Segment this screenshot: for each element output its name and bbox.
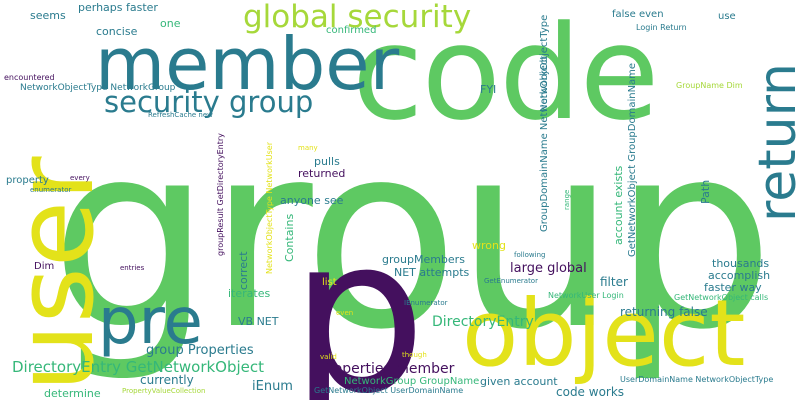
word-login-return: Login Return [636, 23, 687, 32]
word-group: group [50, 89, 775, 386]
word-large-global: large global [510, 261, 587, 276]
word-even: even [336, 309, 354, 317]
word-group-properties: group Properties [146, 343, 254, 358]
word-networkobjecttype-networkuser: NetworkObjectType NetworkUser [265, 141, 274, 274]
word-enumerator: enumerator [30, 186, 72, 194]
word-refreshcache-new: RefreshCache new [148, 111, 213, 119]
word-code-works: code works [556, 385, 625, 399]
word-object: object [462, 280, 746, 387]
word-wrong: wrong [472, 239, 506, 252]
word-networkobjecttype-networkgroup: NetworkObjectType NetworkGroup [20, 83, 176, 93]
word-return: return [748, 63, 800, 222]
word-filter: filter [600, 275, 628, 289]
word-every: every [70, 174, 90, 182]
word-property: property [6, 175, 49, 186]
word-returning-false: returning false [620, 305, 708, 319]
word-confirmed: confirmed [326, 25, 377, 36]
word-thousands: thousands [712, 257, 770, 270]
word-global-security: global security [243, 0, 472, 35]
word-returned: returned [298, 167, 346, 180]
word-properties-member: Properties member [320, 361, 455, 377]
word-account-exists: account exists [612, 165, 625, 245]
word-networkuser-login: NetworkUser Login [548, 291, 624, 300]
word-vb-net: VB NET [238, 315, 279, 328]
word-one: one [160, 17, 181, 30]
word-propertyvaluecollection: PropertyValueCollection [122, 387, 206, 395]
word-faster-way: faster way [704, 281, 762, 294]
word-userdomainname-networkobjecttype: UserDomainName NetworkObjectType [620, 375, 774, 384]
word-many: many [298, 144, 318, 152]
word-accomplish: accomplish [708, 269, 771, 282]
word-directoryentry-getnetworkobject: DirectoryEntry GetNetworkObject [12, 358, 265, 376]
word-false-even: false even [612, 9, 664, 20]
word-encountered: encountered [4, 73, 55, 82]
word-concise: concise [96, 25, 138, 38]
word-member: member [95, 22, 400, 106]
word-though: though [402, 351, 427, 359]
word-directoryentry: DirectoryEntry [432, 314, 534, 330]
word-anyone-see: anyone see [280, 194, 344, 207]
word-perhaps-faster: perhaps faster [78, 1, 158, 14]
word-path: Path [699, 179, 712, 204]
word-valid: valid [320, 353, 337, 361]
word-ienum: iEnum [252, 379, 293, 394]
word-getenumerator: GetEnumerator [484, 277, 538, 285]
word-networkobjecttype: NetworkObjectType [539, 14, 550, 112]
word-list: list [322, 277, 337, 288]
word-getnetworkobject-userdomainname: GetNetworkObject UserDomainName [314, 386, 464, 395]
word-contains: Contains [283, 213, 296, 262]
word-pre: pre [98, 285, 203, 359]
word-pulls: pulls [314, 155, 340, 168]
word-given-account: given account [480, 375, 558, 388]
word-groupresult-getdirectoryentry: groupResult GetDirectoryEntry [216, 133, 225, 256]
word-iterates: iterates [228, 287, 271, 300]
word-networkgroup-groupname: NetworkGroup GroupName [344, 376, 480, 387]
word-groupmembers: groupMembers [382, 253, 465, 266]
word-use: use [718, 11, 736, 22]
word-correct: correct [237, 251, 250, 290]
word-getnetworkobject-groupdomainname: GetNetworkObject GroupDomainName [627, 62, 638, 257]
word-ienumerator: IEnumerator [404, 299, 448, 307]
word-getnetworkobject-calls: GetNetworkObject calls [674, 293, 769, 302]
word-entries: entries [120, 264, 145, 272]
word-currently: currently [140, 373, 194, 387]
word-dim: Dim [34, 261, 55, 272]
word-fyi: FYI [480, 83, 497, 96]
word-following: following [514, 251, 546, 259]
word-seems: seems [30, 9, 66, 22]
word-p: p [290, 190, 427, 400]
word-determine: determine [44, 387, 101, 400]
word-code: code [352, 0, 660, 149]
word-groupname-dim: GroupName Dim [676, 81, 743, 90]
word-range: range [563, 189, 571, 210]
word-security-group: security group [104, 85, 314, 119]
word-net-attempts: NET attempts [394, 266, 470, 279]
